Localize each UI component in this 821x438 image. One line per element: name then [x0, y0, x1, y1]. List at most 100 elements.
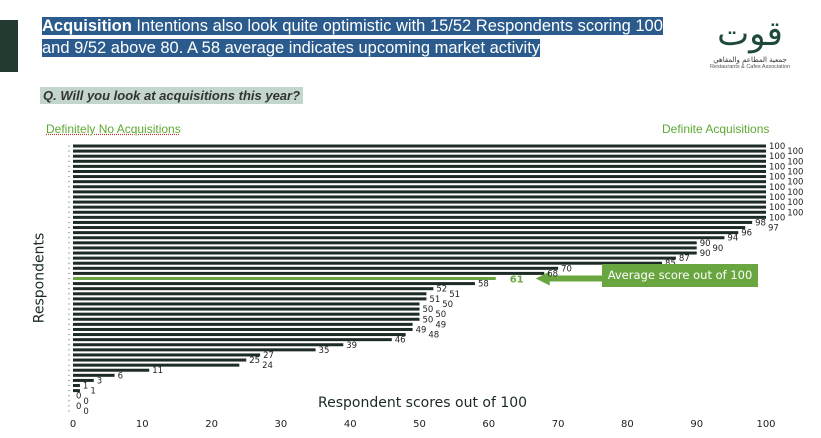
data-label: 100 [787, 178, 803, 188]
data-label: 49 [435, 320, 446, 330]
data-label: 100 [787, 208, 803, 218]
bar [73, 180, 766, 184]
bar [73, 338, 392, 342]
bar [73, 159, 766, 163]
bar [73, 378, 94, 382]
logo: قوت جمعية المطاعم والمقاهي Restaurants &… [700, 12, 800, 82]
bar [73, 164, 766, 168]
data-label: 0 [83, 397, 88, 407]
headline-text: Intentions also look quite optimistic wi… [42, 17, 663, 57]
bar [73, 312, 420, 316]
data-label: 0 [76, 392, 81, 402]
data-label: 87 [679, 254, 690, 264]
data-label: 6 [118, 371, 123, 381]
data-label: 90 [700, 249, 711, 259]
bar [73, 144, 766, 148]
data-label: 52 [436, 285, 447, 295]
logo-english: Restaurants & Cafes Association [709, 64, 791, 70]
bar [73, 302, 420, 306]
data-label: 100 [787, 188, 803, 198]
question-label: Q. Will you look at acquisitions this ye… [40, 87, 304, 104]
data-label: 24 [262, 361, 273, 371]
x-tick-label: 90 [690, 419, 703, 430]
data-label: 100 [769, 152, 785, 162]
bar [73, 363, 240, 367]
data-label: 90 [713, 244, 724, 254]
average-callout: Average score out of 100 [602, 264, 758, 287]
data-label: 50 [423, 315, 434, 325]
x-tick-label: 30 [275, 419, 288, 430]
data-label: 96 [741, 229, 752, 239]
data-label: 97 [768, 224, 779, 234]
bar [73, 220, 753, 224]
average-bar [73, 277, 496, 280]
data-label: 50 [423, 305, 434, 315]
bar [73, 185, 766, 189]
data-label: 25 [249, 356, 260, 366]
bar [73, 353, 261, 357]
bar [73, 292, 427, 296]
data-label: 11 [152, 366, 163, 376]
data-label: 100 [787, 198, 803, 208]
bar [73, 256, 676, 260]
bar [73, 149, 766, 153]
data-label: 100 [769, 173, 785, 183]
data-label: 94 [727, 234, 738, 244]
headline: Acquisition Intentions also look quite o… [42, 15, 692, 59]
data-label: 0 [83, 407, 88, 417]
bar [73, 297, 427, 301]
data-label: 100 [769, 183, 785, 193]
x-tick-label: 60 [482, 419, 495, 430]
average-label: 61 [510, 275, 524, 286]
data-label: 70 [561, 264, 572, 274]
label-definitely-no: Definitely No Acquisitions [46, 122, 181, 136]
bar [73, 231, 739, 235]
data-label: 68 [547, 269, 558, 279]
bar [73, 195, 766, 199]
x-tick-label: 40 [344, 419, 357, 430]
bar [73, 226, 746, 230]
label-left-text: Definitely No Acquisitions [46, 122, 181, 136]
data-label: 100 [769, 142, 785, 152]
bar [73, 205, 766, 209]
bar [73, 373, 115, 377]
x-tick-label: 100 [756, 419, 775, 430]
x-tick-label: 10 [136, 419, 149, 430]
data-label: 100 [769, 213, 785, 223]
data-label: 100 [787, 167, 803, 177]
data-label: 1 [90, 387, 95, 397]
x-tick-label: 80 [621, 419, 634, 430]
data-label: 27 [263, 351, 274, 361]
bar [73, 190, 766, 194]
bar [73, 307, 420, 311]
bar [73, 384, 80, 388]
data-label: 1 [83, 382, 88, 392]
data-label: 100 [769, 193, 785, 203]
bar [73, 169, 766, 173]
data-label: 100 [769, 162, 785, 172]
bar [73, 368, 150, 372]
bar [73, 389, 80, 393]
bar [73, 210, 766, 214]
bar [73, 317, 420, 321]
bar [73, 200, 766, 204]
headline-bold: Acquisition [42, 17, 132, 35]
data-label: 100 [787, 157, 803, 167]
bar [73, 241, 697, 245]
bar [73, 348, 316, 352]
x-tick-label: 20 [205, 419, 218, 430]
bar [73, 358, 247, 362]
x-tick-label: 70 [552, 419, 565, 430]
data-label: 3 [97, 376, 102, 386]
label-definite: Definite Acquisitions [662, 122, 770, 136]
data-label: 35 [319, 346, 330, 356]
bar [73, 327, 413, 331]
bar [73, 154, 766, 158]
logo-arabic: جمعية المطاعم والمقاهي [713, 56, 787, 64]
bar [73, 282, 475, 286]
data-label: 98 [755, 218, 766, 228]
x-tick-label: 0 [70, 419, 76, 430]
data-label: 51 [429, 295, 440, 305]
bar [73, 287, 434, 291]
